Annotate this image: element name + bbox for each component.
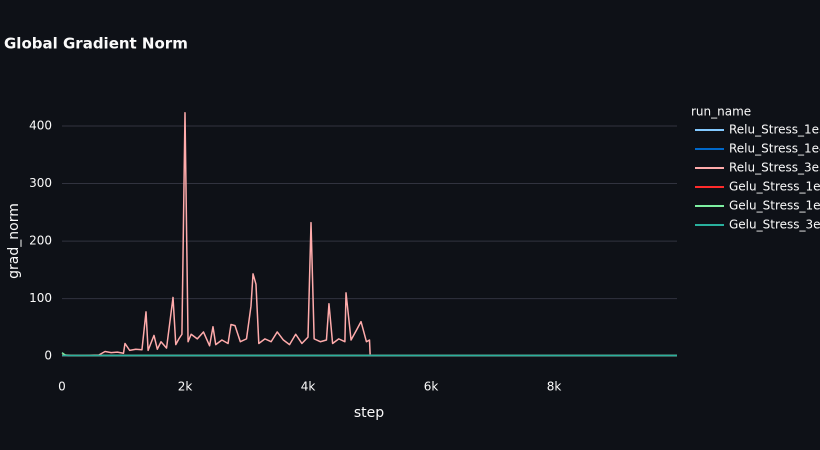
legend-label: Relu_Stress_3e3 [729, 161, 820, 175]
x-tick-label: 8k [547, 380, 562, 394]
y-tick-label: 100 [29, 291, 52, 305]
legend-label: Gelu_Stress_1e4 [729, 199, 820, 213]
legend-label: Relu_Stress_1e3 [729, 123, 820, 137]
x-tick-label: 2k [178, 380, 193, 394]
x-tick-label: 6k [424, 380, 439, 394]
series-line [61, 112, 371, 357]
x-tick-label: 4k [301, 380, 316, 394]
legend-label: Gelu_Stress_3e3 [729, 218, 820, 232]
legend-title: run_name [691, 105, 751, 119]
y-axis-title: grad_norm [6, 203, 22, 279]
y-tick-label: 200 [29, 234, 52, 248]
y-tick-label: 400 [29, 119, 52, 133]
x-axis-title: step [354, 405, 384, 421]
legend-label: Relu_Stress_1e4 [729, 142, 820, 156]
chart-title: Global Gradient Norm [4, 35, 188, 53]
y-tick-label: 0 [44, 349, 52, 363]
y-tick-label: 300 [29, 176, 52, 190]
x-tick-label: 0 [58, 380, 66, 394]
legend-label: Gelu_Stress_1e3 [729, 180, 820, 194]
